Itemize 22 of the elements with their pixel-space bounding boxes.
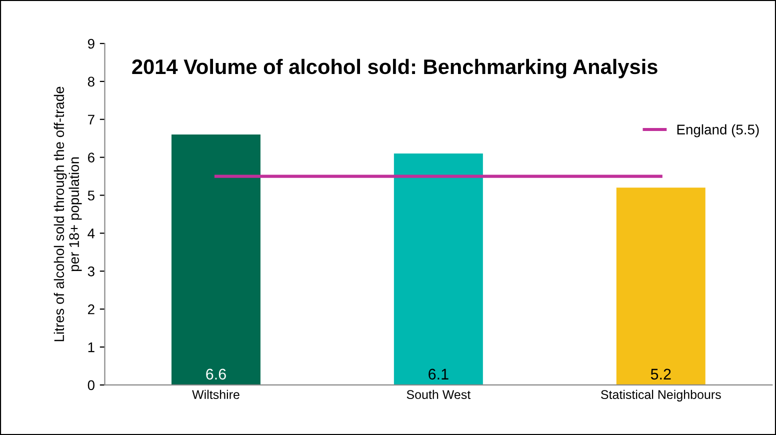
text: 2014 Volume of alcohol sold: Benchmarking Analysis <box>132 58 658 78</box>
y-tick-label: 6 <box>88 152 94 162</box>
bar <box>394 154 483 385</box>
x-tick-label: Wiltshire <box>192 390 240 400</box>
bar <box>171 134 260 385</box>
y-tick-label: 9 <box>88 38 94 49</box>
y-tick-label: 2 <box>88 304 94 314</box>
y-tick-label: 3 <box>88 266 94 276</box>
x-tick-label: South West <box>406 390 471 400</box>
y-axis-title: Litres of alcohol sold through the off-trade per 18+ population <box>54 86 82 342</box>
y-tick-label: 5 <box>88 190 94 200</box>
data-label: 5.2 <box>650 368 671 380</box>
data-label: 6.6 <box>206 368 226 380</box>
x-tick-label: Statistical Neighbours <box>601 390 721 402</box>
bar <box>616 188 706 385</box>
data-label: 6.1 <box>428 368 448 380</box>
y-tick-label: 1 <box>88 342 94 352</box>
y-tick-label: 4 <box>88 228 95 238</box>
y-tick-label: 7 <box>88 114 94 124</box>
legend-label: England (5.5) <box>677 124 759 138</box>
y-tick-label: 8 <box>88 76 94 87</box>
y-tick-label: 0 <box>88 380 94 390</box>
